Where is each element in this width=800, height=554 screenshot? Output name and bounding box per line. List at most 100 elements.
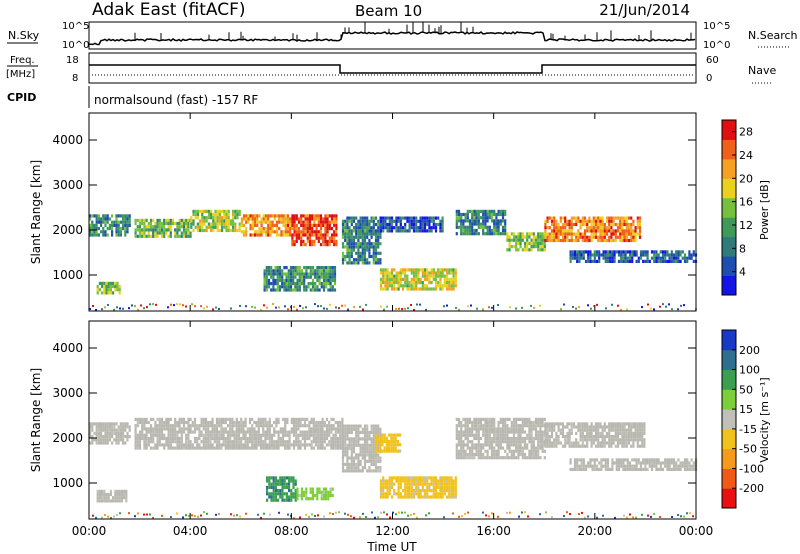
heatmap-cell bbox=[638, 216, 642, 220]
heatmap-cell bbox=[113, 431, 116, 435]
heatmap-cell bbox=[688, 461, 691, 465]
heatmap-cell bbox=[530, 446, 533, 450]
heatmap-cell bbox=[333, 214, 336, 218]
heatmap-cell bbox=[471, 427, 474, 431]
noise-cell bbox=[344, 304, 346, 307]
heatmap-cell bbox=[486, 209, 489, 213]
heatmap-cell bbox=[462, 446, 465, 450]
heatmap-cell bbox=[305, 493, 308, 498]
heatmap-cell bbox=[644, 253, 647, 257]
heatmap-cell bbox=[386, 268, 389, 272]
heatmap-cell bbox=[555, 444, 558, 448]
heatmap-cell bbox=[204, 417, 208, 421]
heatmap-cell bbox=[196, 216, 199, 220]
heatmap-cell bbox=[286, 223, 290, 227]
heatmap-cell bbox=[125, 492, 128, 497]
heatmap-cell bbox=[227, 219, 230, 223]
heatmap-cell bbox=[363, 254, 367, 259]
heatmap-cell bbox=[655, 461, 658, 465]
noise-cell bbox=[506, 511, 508, 514]
heatmap-cell bbox=[628, 464, 632, 468]
heatmap-cell bbox=[450, 271, 453, 275]
heatmap-cell bbox=[263, 282, 266, 286]
heatmap-cell bbox=[204, 440, 208, 444]
heatmap-cell bbox=[668, 259, 671, 263]
noise-cell bbox=[650, 515, 652, 518]
heatmap-cell bbox=[355, 258, 358, 262]
heatmap-cell bbox=[372, 245, 375, 249]
heatmap-cell bbox=[253, 230, 257, 234]
heatmap-cell bbox=[675, 256, 678, 260]
heatmap-cell bbox=[346, 456, 349, 460]
heatmap-cell bbox=[136, 228, 139, 232]
heatmap-cell bbox=[521, 232, 524, 236]
heatmap-cell bbox=[143, 424, 146, 428]
heatmap-cell bbox=[441, 489, 444, 493]
heatmap-cell bbox=[421, 482, 424, 486]
heatmap-cell bbox=[240, 427, 243, 431]
heatmap-cell bbox=[559, 229, 562, 233]
heatmap-cell bbox=[530, 232, 533, 236]
heatmap-cell bbox=[267, 282, 271, 286]
heatmap-cell bbox=[417, 495, 420, 499]
heatmap-cell bbox=[621, 431, 624, 435]
heatmap-cell bbox=[590, 422, 593, 426]
heatmap-cell bbox=[160, 234, 164, 238]
heatmap-cell bbox=[499, 420, 502, 425]
heatmap-cell bbox=[610, 438, 613, 442]
noise-cell bbox=[653, 308, 655, 311]
heatmap-cell bbox=[439, 287, 442, 291]
heatmap-cell bbox=[257, 427, 260, 431]
heatmap-cell bbox=[445, 268, 449, 272]
heatmap-cell bbox=[546, 422, 549, 426]
heatmap-cell bbox=[118, 499, 121, 503]
heatmap-cell bbox=[104, 422, 107, 426]
heatmap-cell bbox=[209, 443, 212, 447]
heatmap-cell bbox=[285, 482, 288, 486]
heatmap-cell bbox=[508, 245, 511, 249]
heatmap-cell bbox=[309, 272, 312, 276]
heatmap-cell bbox=[490, 212, 494, 217]
heatmap-cell bbox=[89, 431, 92, 435]
heatmap-cell bbox=[321, 433, 324, 437]
heatmap-cell bbox=[136, 424, 139, 428]
heatmap-cell bbox=[114, 284, 117, 289]
heatmap-cell bbox=[455, 225, 458, 229]
heatmap-cell bbox=[401, 229, 405, 233]
heatmap-cell bbox=[191, 446, 194, 450]
heatmap-cell bbox=[501, 420, 505, 425]
heatmap-cell bbox=[339, 424, 342, 428]
heatmap-cell bbox=[324, 220, 327, 224]
heatmap-cell bbox=[218, 219, 221, 223]
heatmap-cell bbox=[363, 251, 367, 255]
heatmap-cell bbox=[310, 427, 313, 431]
heatmap-cell bbox=[96, 291, 99, 295]
heatmap-cell bbox=[246, 446, 249, 450]
heatmap-cell bbox=[661, 256, 665, 260]
heatmap-cell bbox=[543, 241, 546, 245]
heatmap-cell bbox=[395, 226, 398, 230]
heatmap-cell bbox=[609, 253, 612, 257]
heatmap-cell bbox=[379, 489, 383, 493]
heatmap-cell bbox=[604, 259, 607, 263]
heatmap-cell bbox=[303, 275, 306, 279]
heatmap-cell bbox=[112, 281, 115, 285]
heatmap-cell bbox=[428, 277, 431, 281]
heatmap-cell bbox=[117, 428, 120, 432]
heatmap-cell bbox=[169, 234, 172, 238]
heatmap-cell bbox=[439, 489, 442, 493]
heatmap-cell bbox=[583, 232, 587, 236]
heatmap-cell bbox=[616, 441, 620, 445]
heatmap-cell bbox=[426, 284, 429, 288]
noise-cell bbox=[314, 303, 316, 306]
heatmap-cell bbox=[553, 238, 556, 243]
heatmap-cell bbox=[504, 433, 507, 437]
heatmap-cell bbox=[97, 233, 100, 237]
heatmap-cell bbox=[519, 452, 522, 457]
heatmap-cell bbox=[594, 226, 598, 230]
heatmap-cell bbox=[316, 272, 319, 276]
noise-cell bbox=[197, 515, 199, 518]
heatmap-cell bbox=[616, 216, 620, 220]
heatmap-cell bbox=[104, 435, 107, 439]
heatmap-cell bbox=[495, 212, 498, 217]
